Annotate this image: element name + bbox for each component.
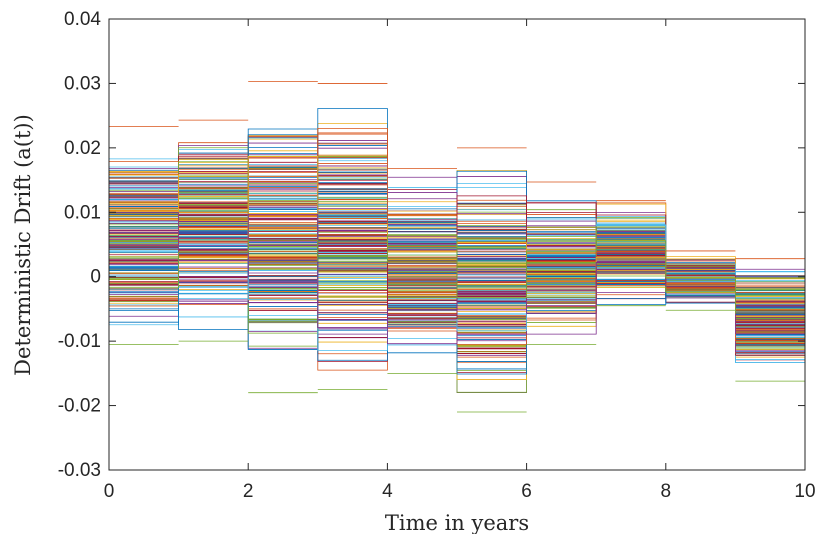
y-tick-label: 0.01: [64, 202, 101, 223]
series-line: [109, 234, 805, 314]
y-tick-label: 0.02: [64, 138, 101, 159]
y-tick-labels: -0.03 -0.02 -0.01 0 0.01 0.02 0.03 0.04: [58, 9, 102, 481]
x-tick-label: 2: [243, 481, 254, 502]
x-tick-label: 10: [794, 481, 815, 502]
x-tick-label: 6: [521, 481, 532, 502]
y-tick-label: 0.04: [64, 9, 101, 30]
x-axis-title: Time in years: [385, 511, 529, 534]
x-tick-labels: 0 2 4 6 8 10: [104, 481, 816, 502]
y-tick-label: 0.03: [64, 73, 101, 94]
axes-box: [108, 18, 806, 471]
series-layer: [109, 81, 805, 413]
y-tick-label: -0.03: [58, 460, 101, 481]
y-tick-label: -0.01: [58, 331, 101, 352]
y-tick-label: 0: [90, 267, 101, 288]
y-tick-label: -0.02: [58, 396, 101, 417]
y-axis-title: Deterministic Drift (a(t)): [11, 114, 35, 376]
x-tick-label: 0: [104, 481, 115, 502]
x-tick-label: 8: [661, 481, 672, 502]
x-tick-label: 4: [382, 481, 393, 502]
axes-layer: [108, 18, 806, 471]
